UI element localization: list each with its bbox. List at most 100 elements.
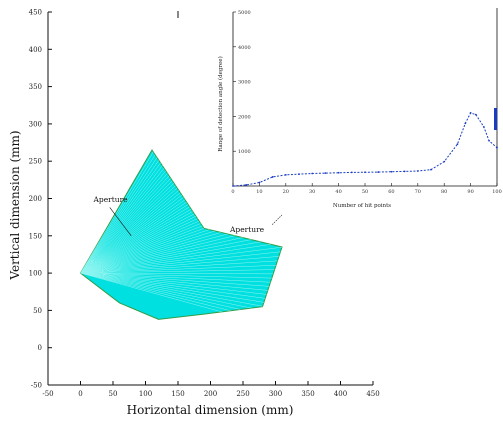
inset-y-ticks: 1000 2000 3000 4000 5000 bbox=[233, 10, 251, 155]
main-y-tick-label: 450 bbox=[29, 9, 42, 17]
inset-x-axis-label: Number of hit points bbox=[333, 203, 391, 209]
inset-data-point bbox=[430, 168, 432, 171]
inset-data-point bbox=[284, 173, 287, 176]
main-y-tick-label: 400 bbox=[29, 46, 42, 54]
main-x-axis-label: Horizontal dimension (mm) bbox=[127, 403, 294, 417]
main-x-tick-label: 150 bbox=[171, 390, 184, 398]
inset-points bbox=[232, 112, 498, 187]
inset-background bbox=[232, 8, 500, 184]
inset-data-point bbox=[416, 170, 419, 172]
hatch-line bbox=[80, 150, 282, 274]
inset-x-tick-label: 30 bbox=[309, 189, 315, 195]
inset-y-tick-label: 5000 bbox=[238, 10, 251, 16]
inset-data-point bbox=[298, 173, 300, 176]
hatch-line bbox=[80, 150, 282, 274]
inset-x-tick-label: 10 bbox=[256, 189, 262, 195]
inset-x-ticks: 0 10 20 30 40 50 60 70 80 90 100 bbox=[231, 183, 502, 195]
main-y-tick-label: 350 bbox=[29, 83, 42, 91]
hatch-line bbox=[80, 150, 282, 274]
inset-x-tick-label: 80 bbox=[441, 189, 447, 195]
hatch-line bbox=[80, 150, 282, 274]
inset-data-point bbox=[311, 172, 314, 175]
main-x-tick-label: 50 bbox=[109, 390, 118, 398]
main-x-tick-label: 100 bbox=[139, 390, 152, 398]
inset-y-tick-label: 1000 bbox=[238, 149, 251, 155]
inset-data-point bbox=[271, 176, 274, 178]
inset-x-tick-label: 60 bbox=[388, 189, 394, 195]
main-y-tick-label: 300 bbox=[29, 120, 42, 128]
main-x-tick-label: 300 bbox=[269, 390, 282, 398]
inset-chart: 0 10 20 30 40 50 60 70 80 90 100 1000 2000 3000 4000 5… bbox=[217, 8, 502, 209]
hatch-line bbox=[80, 272, 282, 320]
main-y-tick-label: 100 bbox=[29, 270, 42, 278]
main-y-axis-label: Vertical dimension (mm) bbox=[8, 130, 22, 280]
inset-data-point bbox=[390, 170, 393, 173]
hatch-line bbox=[80, 230, 282, 274]
hatch-line bbox=[80, 150, 282, 274]
main-x-ticks: -50 0 50 100 150 200 250 300 350 400 450 bbox=[42, 381, 380, 398]
main-x-tick-label: 400 bbox=[334, 390, 347, 398]
annotations: Aperture Aperture bbox=[93, 195, 283, 236]
inset-x-tick-label: 100 bbox=[492, 189, 502, 195]
region-annotation: Aperture bbox=[93, 195, 129, 204]
inset-data-point bbox=[482, 125, 485, 128]
inset-data-point bbox=[488, 139, 490, 142]
main-y-ticks: -50 0 50 100 150 200 250 300 350 400 450 bbox=[29, 9, 52, 390]
hatch-line bbox=[80, 272, 282, 320]
inset-x-tick-label: 40 bbox=[335, 189, 341, 195]
main-y-tick-label: -50 bbox=[31, 382, 42, 390]
inset-right-bar bbox=[494, 108, 497, 130]
inset-data-point bbox=[496, 146, 498, 149]
annotation-leader bbox=[272, 214, 283, 225]
hatch-line bbox=[80, 150, 282, 274]
hatch-line bbox=[80, 150, 282, 274]
main-x-tick-label: 0 bbox=[78, 390, 82, 398]
main-x-tick-label: 250 bbox=[236, 390, 249, 398]
inset-data-point bbox=[245, 184, 248, 186]
inset-data-point bbox=[456, 143, 459, 146]
main-x-tick-label: 350 bbox=[301, 390, 314, 398]
inset-x-tick-label: 70 bbox=[415, 189, 421, 195]
inset-data-point bbox=[337, 171, 340, 174]
inset-data-point bbox=[403, 170, 406, 173]
inset-data-point bbox=[258, 181, 261, 184]
inset-y-axis-label: Range of detection angle (degree) bbox=[217, 56, 224, 151]
inset-y-tick-label: 2000 bbox=[238, 114, 251, 120]
inset-data-point bbox=[364, 171, 366, 174]
inset-data-point bbox=[324, 172, 327, 175]
annotation-leader bbox=[109, 207, 132, 236]
hatch-line bbox=[80, 272, 282, 320]
hatch-line bbox=[80, 150, 282, 274]
hatch-line bbox=[80, 150, 282, 274]
main-y-tick-label: 0 bbox=[38, 344, 42, 352]
hatch-line bbox=[80, 150, 282, 274]
main-y-tick-label: 150 bbox=[29, 232, 42, 240]
inset-x-tick-label: 50 bbox=[362, 189, 368, 195]
hatch-line bbox=[80, 221, 282, 274]
main-x-tick-label: 200 bbox=[204, 390, 217, 398]
inset-x-tick-label: 20 bbox=[283, 189, 289, 195]
inset-y-tick-label: 4000 bbox=[238, 45, 251, 51]
main-y-tick-label: 50 bbox=[33, 307, 42, 315]
inset-data-point bbox=[377, 171, 380, 173]
inset-x-tick-label: 90 bbox=[467, 189, 473, 195]
hatch-line bbox=[80, 272, 282, 320]
inset-data-point bbox=[474, 113, 477, 116]
inset-data-point bbox=[232, 185, 234, 187]
hatch-line bbox=[80, 150, 282, 274]
inset-data-point bbox=[464, 122, 467, 125]
hatch-line bbox=[80, 150, 282, 274]
main-x-tick-label: -50 bbox=[42, 390, 53, 398]
inset-data-point bbox=[443, 160, 446, 163]
region-annotation: Aperture bbox=[229, 225, 265, 234]
hatch-line bbox=[80, 150, 282, 274]
hatch-line bbox=[80, 150, 282, 274]
main-y-tick-label: 200 bbox=[29, 195, 42, 203]
inset-data-point bbox=[350, 171, 353, 174]
hatch-line bbox=[80, 150, 282, 274]
main-x-tick-label: 450 bbox=[366, 390, 379, 398]
hatch-line bbox=[80, 150, 282, 274]
inset-y-tick-label: 3000 bbox=[238, 80, 251, 86]
inset-x-tick-label: 0 bbox=[231, 189, 234, 195]
